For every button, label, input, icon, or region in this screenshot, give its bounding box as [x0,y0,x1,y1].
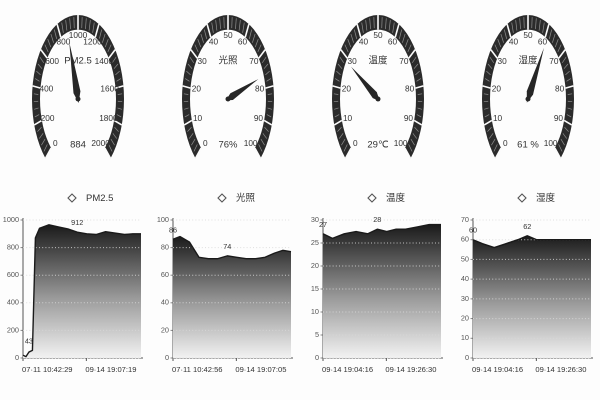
svg-text:61 %: 61 % [517,140,539,151]
svg-text:70: 70 [549,56,559,66]
svg-text:30: 30 [311,215,319,224]
svg-text:09·14 19:04:16: 09·14 19:04:16 [322,365,373,374]
svg-text:温度: 温度 [368,55,388,67]
svg-text:80: 80 [161,243,169,252]
svg-text:400: 400 [39,83,53,93]
svg-text:40: 40 [509,37,519,47]
svg-text:20: 20 [192,83,202,93]
svg-text:09·14 19:26:30: 09·14 19:26:30 [535,365,586,374]
svg-text:100: 100 [394,138,408,148]
svg-text:湿度: 湿度 [536,192,556,204]
svg-text:884: 884 [70,140,86,151]
svg-text:100: 100 [157,215,169,224]
svg-text:50: 50 [523,30,533,40]
svg-text:60: 60 [461,235,469,244]
svg-text:100: 100 [244,138,258,148]
svg-text:09·14 19:26:30: 09·14 19:26:30 [385,365,436,374]
svg-text:400: 400 [7,298,19,307]
svg-text:07·11 10:42:29: 07·11 10:42:29 [22,365,73,374]
svg-text:20: 20 [311,261,319,270]
svg-text:40: 40 [461,274,469,283]
svg-text:50: 50 [373,30,383,40]
svg-text:09·14 19:04:16: 09·14 19:04:16 [472,365,523,374]
svg-text:1000: 1000 [3,215,19,224]
svg-text:80: 80 [555,83,565,93]
svg-text:80: 80 [405,83,415,93]
svg-text:1600: 1600 [100,83,119,93]
svg-text:20: 20 [161,325,169,334]
svg-text:0: 0 [315,353,319,362]
svg-text:2000: 2000 [91,138,110,148]
svg-text:0: 0 [465,353,469,362]
svg-text:PM2.5: PM2.5 [86,193,113,204]
svg-text:30: 30 [197,56,207,66]
svg-text:60: 60 [161,270,169,279]
svg-text:09·14 19:07:19: 09·14 19:07:19 [85,365,136,374]
svg-text:20: 20 [492,83,502,93]
svg-text:70: 70 [249,56,259,66]
svg-text:0: 0 [353,138,358,148]
svg-text:90: 90 [404,113,414,123]
svg-text:10: 10 [461,333,469,342]
svg-text:912: 912 [71,218,83,227]
svg-text:30: 30 [347,56,357,66]
svg-text:100: 100 [544,138,558,148]
svg-text:0: 0 [503,138,508,148]
svg-text:90: 90 [254,113,264,123]
svg-text:40: 40 [359,37,369,47]
svg-text:27: 27 [319,220,327,229]
svg-text:60: 60 [469,226,477,235]
svg-text:1400: 1400 [95,56,114,66]
svg-text:0: 0 [15,353,19,362]
svg-text:60: 60 [238,37,248,47]
svg-text:74: 74 [223,242,231,251]
svg-text:50: 50 [461,254,469,263]
svg-text:20: 20 [342,83,352,93]
svg-text:30: 30 [461,294,469,303]
svg-text:28: 28 [373,215,381,224]
svg-text:光照: 光照 [236,192,256,204]
svg-text:湿度: 湿度 [518,55,538,67]
svg-text:0: 0 [203,138,208,148]
svg-text:60: 60 [388,37,398,47]
svg-text:光照: 光照 [218,55,238,67]
svg-text:62: 62 [523,222,531,231]
svg-text:76%: 76% [218,140,238,151]
svg-text:15: 15 [311,284,319,293]
svg-text:60: 60 [538,37,548,47]
svg-text:86: 86 [169,225,177,234]
svg-text:40: 40 [209,37,219,47]
svg-text:29℃: 29℃ [367,140,389,151]
svg-text:1800: 1800 [99,113,118,123]
svg-text:10: 10 [193,113,203,123]
svg-text:07·11 10:42:56: 07·11 10:42:56 [172,365,223,374]
svg-text:40: 40 [161,298,169,307]
svg-text:80: 80 [255,83,265,93]
svg-text:20: 20 [461,313,469,322]
svg-text:200: 200 [41,113,55,123]
svg-text:温度: 温度 [386,192,406,204]
svg-text:10: 10 [493,113,503,123]
svg-text:70: 70 [399,56,409,66]
svg-text:43: 43 [25,336,33,345]
svg-text:200: 200 [7,325,19,334]
svg-text:0: 0 [165,353,169,362]
svg-text:50: 50 [223,30,233,40]
svg-text:30: 30 [497,56,507,66]
svg-text:800: 800 [7,243,19,252]
svg-text:5: 5 [315,330,319,339]
svg-text:70: 70 [461,215,469,224]
svg-text:10: 10 [343,113,353,123]
svg-text:1200: 1200 [83,37,102,47]
svg-text:09·14 19:07:05: 09·14 19:07:05 [235,365,286,374]
svg-text:25: 25 [311,238,319,247]
svg-text:PM2.5: PM2.5 [64,56,91,67]
svg-text:90: 90 [554,113,564,123]
svg-text:0: 0 [53,138,58,148]
svg-text:600: 600 [45,56,59,66]
svg-text:600: 600 [7,270,19,279]
svg-text:10: 10 [311,307,319,316]
